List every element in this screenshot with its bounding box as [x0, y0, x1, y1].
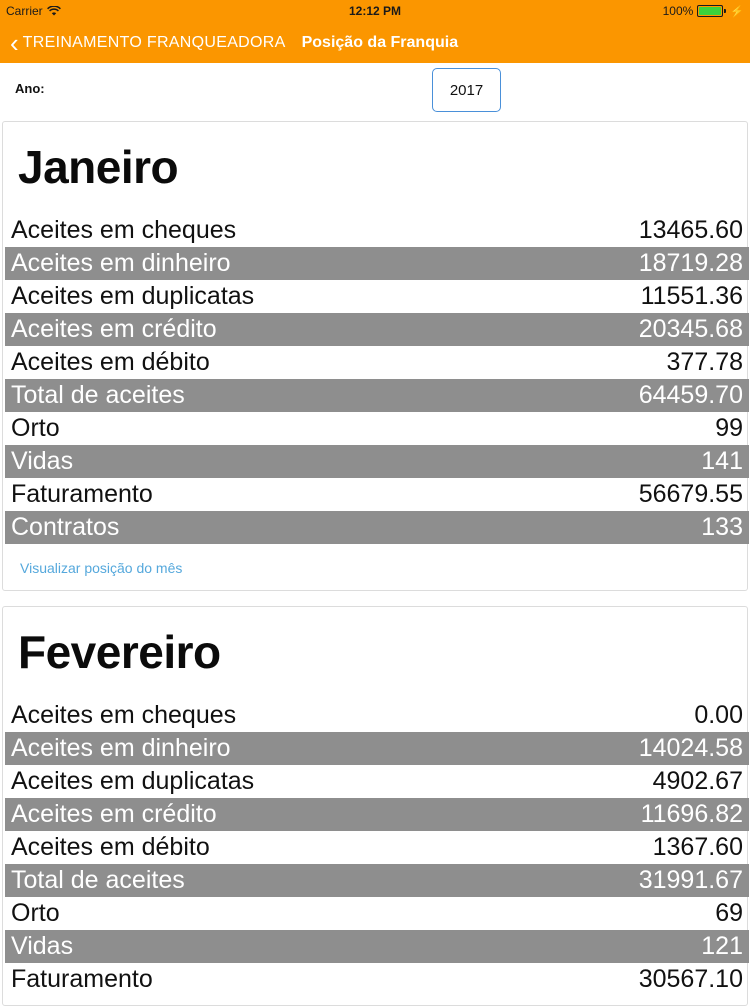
battery-percent: 100% — [662, 4, 694, 18]
back-button-label: TREINAMENTO FRANQUEADORA — [22, 33, 286, 51]
row-value: 99 — [715, 414, 743, 442]
row-value: 13465.60 — [638, 216, 743, 244]
row-label: Orto — [11, 414, 60, 442]
row-value: 11696.82 — [640, 800, 743, 828]
battery-status: 100% ⚡ — [663, 4, 744, 18]
row-label: Vidas — [11, 932, 74, 960]
list-item: Aceites em dinheiro 18719.28 — [5, 247, 749, 280]
row-label: Orto — [11, 899, 60, 927]
month-card-fevereiro: Fevereiro Aceites em cheques 0.00 Aceites… — [2, 606, 749, 1006]
row-label: Aceites em crédito — [11, 315, 217, 343]
carrier: Carrier — [6, 4, 61, 18]
list-item: Contratos 133 — [5, 511, 749, 544]
year-filter: Ano: 2017 — [0, 63, 750, 119]
row-value: 133 — [701, 513, 743, 541]
row-value: 69 — [715, 899, 743, 927]
list-item: Total de aceites 64459.70 — [5, 379, 749, 412]
row-value: 141 — [701, 447, 743, 475]
row-label: Aceites em débito — [11, 833, 210, 861]
year-label: Ano: — [15, 81, 45, 96]
wifi-icon — [46, 6, 61, 16]
row-value: 56679.55 — [638, 480, 743, 508]
row-value: 377.78 — [666, 348, 743, 376]
row-label: Aceites em débito — [11, 348, 210, 376]
battery-icon — [697, 5, 727, 17]
list-item: Aceites em duplicatas 4902.67 — [5, 765, 749, 798]
row-value: 1367.60 — [652, 833, 743, 861]
month-title: Fevereiro — [18, 626, 221, 678]
row-value: 14024.58 — [638, 734, 743, 762]
row-label: Vidas — [11, 447, 74, 475]
row-label: Faturamento — [11, 965, 153, 993]
list-item: Aceites em débito 377.78 — [5, 346, 749, 379]
list-item: Total de aceites 31991.67 — [5, 864, 749, 897]
list-item: Orto 99 — [5, 412, 749, 445]
navigation-bar: ‹ TREINAMENTO FRANQUEADORA Posição da Fr… — [0, 22, 750, 63]
month-title: Janeiro — [18, 141, 179, 193]
row-label: Contratos — [11, 513, 120, 541]
row-label: Aceites em dinheiro — [11, 249, 231, 277]
status-bar: Carrier 12:12 PM 100% ⚡ — [0, 0, 750, 22]
row-value: 30567.10 — [638, 965, 743, 993]
row-value: 64459.70 — [638, 381, 743, 409]
row-value: 4902.67 — [652, 767, 743, 795]
list-item: Aceites em dinheiro 14024.58 — [5, 732, 749, 765]
month-card-janeiro: Janeiro Aceites em cheques 13465.60 Aceit… — [2, 121, 749, 591]
list-item: Faturamento 56679.55 — [5, 478, 749, 511]
list-item: Aceites em duplicatas 11551.36 — [5, 280, 749, 313]
list-item: Aceites em cheques 13465.60 — [5, 214, 749, 247]
row-label: Aceites em duplicatas — [11, 282, 255, 310]
list-item: Aceites em cheques 0.00 — [5, 699, 749, 732]
chevron-left-icon: ‹ — [10, 27, 19, 58]
month-values-list: Aceites em cheques 0.00 Aceites em dinhei… — [5, 699, 749, 996]
list-item: Orto 69 — [5, 897, 749, 930]
row-label: Total de aceites — [11, 866, 185, 894]
row-label: Aceites em duplicatas — [11, 767, 255, 795]
view-month-position-link[interactable]: Visualizar posição do mês — [20, 560, 183, 576]
carrier-label: Carrier — [6, 4, 43, 18]
list-item: Vidas 141 — [5, 445, 749, 478]
row-label: Aceites em dinheiro — [11, 734, 231, 762]
row-value: 20345.68 — [638, 315, 743, 343]
row-label: Aceites em cheques — [11, 701, 237, 729]
row-value: 0.00 — [694, 701, 743, 729]
list-item: Aceites em crédito 11696.82 — [5, 798, 749, 831]
back-button[interactable]: ‹ TREINAMENTO FRANQUEADORA — [10, 30, 286, 56]
row-label: Aceites em cheques — [11, 216, 237, 244]
row-value: 18719.28 — [638, 249, 743, 277]
list-item: Vidas 121 — [5, 930, 749, 963]
charging-icon: ⚡ — [730, 5, 744, 18]
row-value: 31991.67 — [638, 866, 743, 894]
list-item: Aceites em débito 1367.60 — [5, 831, 749, 864]
row-label: Total de aceites — [11, 381, 185, 409]
row-value: 11551.36 — [640, 282, 743, 310]
list-item: Faturamento 30567.10 — [5, 963, 749, 996]
year-selector[interactable]: 2017 — [432, 68, 501, 112]
page-title: Posição da Franquia — [301, 33, 459, 51]
month-values-list: Aceites em cheques 13465.60 Aceites em di… — [5, 214, 749, 544]
status-time: 12:12 PM — [348, 4, 402, 18]
top-bar: Carrier 12:12 PM 100% ⚡ ‹ TREINAMENTO FR… — [0, 0, 750, 63]
row-label: Faturamento — [11, 480, 153, 508]
row-label: Aceites em crédito — [11, 800, 217, 828]
list-item: Aceites em crédito 20345.68 — [5, 313, 749, 346]
row-value: 121 — [701, 932, 743, 960]
